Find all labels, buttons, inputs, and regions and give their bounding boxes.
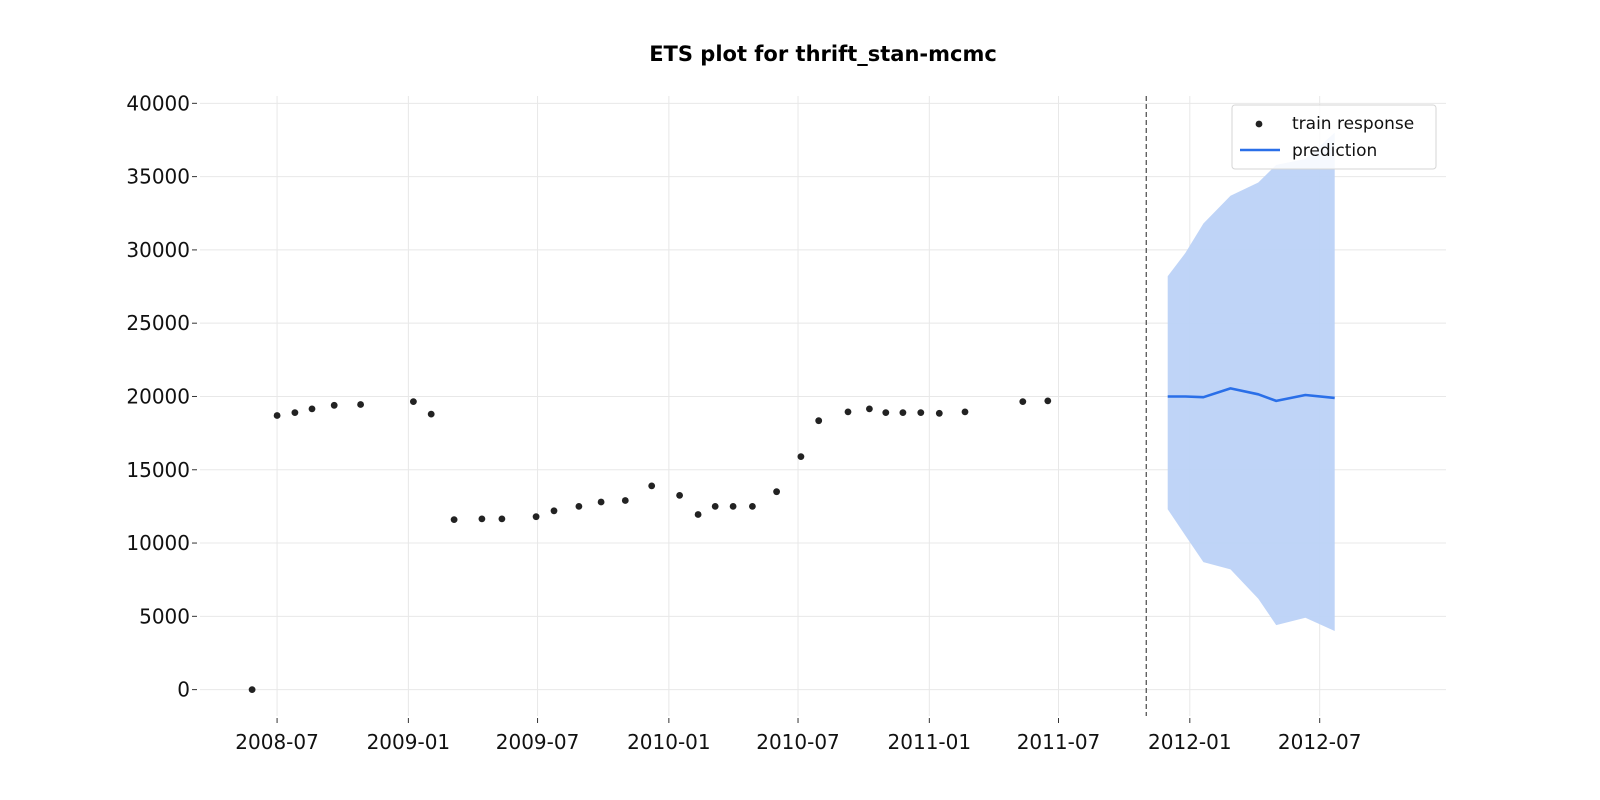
x-tick-label: 2010-01: [627, 730, 711, 754]
train-point: [273, 412, 281, 419]
train-point: [866, 405, 873, 413]
legend: train response prediction: [1231, 104, 1437, 170]
y-tick-label: 5000: [139, 604, 190, 628]
train-point: [815, 417, 823, 425]
train-point: [532, 513, 540, 521]
axes: 0 5000 10000 15000 20000 25000 30000 35000 40000…: [126, 91, 1361, 754]
train-point: [291, 409, 299, 416]
train-point: [1019, 398, 1027, 405]
y-tick-label: 25000: [126, 311, 190, 335]
train-point: [498, 515, 506, 523]
x-tick-label: 2009-07: [496, 730, 580, 754]
y-tick-label: 20000: [126, 384, 190, 408]
chart-title: ETS plot for thrift_stan-mcmc: [649, 42, 997, 66]
prediction-line: [1167, 387, 1335, 403]
train-point: [749, 503, 756, 510]
prediction-series: [1167, 387, 1335, 403]
train-point: [711, 503, 719, 510]
train-point: [773, 488, 780, 496]
train-point: [248, 686, 256, 693]
train-point: [844, 408, 852, 416]
train-point: [648, 482, 656, 490]
x-tick-label: 2010-07: [756, 730, 840, 754]
train-point: [917, 409, 925, 416]
x-tick-label: 2011-01: [888, 730, 972, 754]
train-point: [676, 492, 683, 499]
train-point: [694, 511, 702, 518]
y-tick-label: 10000: [126, 531, 190, 555]
y-tick-label: 35000: [126, 165, 190, 189]
legend-train-label: train response: [1292, 114, 1414, 134]
train-point: [1044, 397, 1052, 405]
y-tick-label: 15000: [126, 458, 190, 482]
y-tick-label: 30000: [126, 238, 190, 262]
prediction-band: [1167, 132, 1335, 631]
y-tick-label: 40000: [126, 91, 190, 115]
train-point: [575, 503, 583, 510]
train-point: [330, 401, 338, 409]
train-point: [797, 453, 805, 460]
train-point: [550, 507, 558, 515]
train-point: [935, 409, 943, 417]
x-tick-label: 2012-01: [1148, 730, 1232, 754]
train-response-series: [248, 397, 1052, 693]
train-point: [729, 503, 737, 510]
train-point: [478, 515, 486, 523]
y-tick-label: 0: [177, 678, 190, 702]
train-point: [621, 497, 629, 504]
train-point: [308, 405, 316, 413]
x-tick-label: 2008-07: [235, 730, 319, 754]
train-point: [882, 409, 890, 416]
x-tick-label: 2009-01: [367, 730, 451, 754]
train-point: [427, 410, 435, 418]
train-point: [961, 408, 969, 416]
x-tick-label: 2012-07: [1278, 730, 1362, 754]
train-point: [357, 401, 364, 408]
train-point: [597, 498, 605, 506]
train-point: [450, 516, 458, 523]
train-point: [899, 409, 907, 416]
x-tick-label: 2011-07: [1017, 730, 1101, 754]
legend-prediction-label: prediction: [1292, 141, 1377, 161]
legend-train-marker: [1255, 120, 1263, 128]
legend-frame: [1231, 104, 1437, 170]
train-point: [410, 398, 417, 405]
prediction-interval: [1167, 132, 1335, 631]
